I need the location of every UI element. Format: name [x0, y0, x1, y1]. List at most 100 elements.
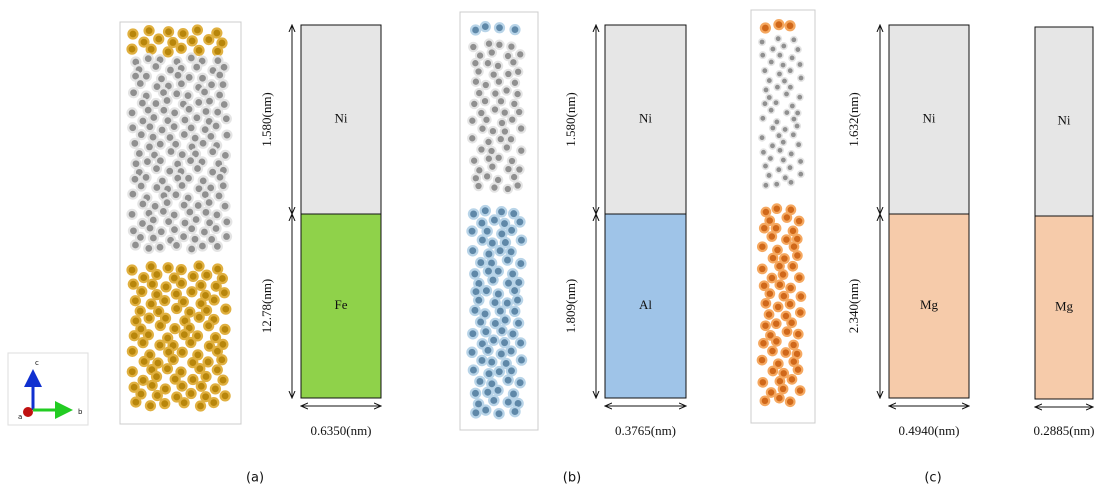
layer-label: Mg — [920, 297, 939, 312]
atom — [789, 341, 798, 350]
atom — [797, 292, 806, 301]
atom — [213, 108, 222, 117]
atom — [147, 45, 156, 54]
atom — [768, 347, 777, 356]
atom — [501, 108, 509, 116]
atom — [786, 21, 795, 30]
atom — [763, 182, 769, 188]
atom — [790, 132, 796, 138]
atom — [219, 376, 228, 385]
atom — [768, 107, 774, 113]
atom — [222, 114, 231, 123]
atom — [503, 143, 511, 151]
atom — [759, 134, 765, 140]
atom — [169, 355, 178, 364]
atom — [495, 77, 503, 85]
atom — [213, 242, 222, 251]
atom — [515, 217, 524, 226]
atom — [508, 269, 517, 278]
atom — [178, 382, 187, 391]
atom — [128, 367, 137, 376]
atom — [467, 227, 476, 236]
atom — [488, 48, 496, 56]
atom — [198, 242, 207, 251]
atom — [204, 321, 213, 330]
atom — [196, 281, 205, 290]
atom — [200, 227, 209, 236]
atom — [477, 356, 486, 365]
width-label: 0.6350(nm) — [310, 423, 371, 438]
atom — [467, 348, 476, 357]
height-label: 1.809(nm) — [563, 279, 578, 334]
atom — [202, 271, 211, 280]
atom — [145, 26, 154, 35]
atom — [496, 307, 505, 316]
atom — [770, 46, 776, 52]
atom — [137, 287, 146, 296]
atom — [772, 319, 781, 328]
atom — [766, 289, 775, 298]
atom — [768, 59, 774, 65]
atom — [163, 364, 172, 373]
atom — [128, 347, 137, 356]
atom — [776, 132, 782, 138]
atom — [497, 349, 506, 358]
atom — [477, 145, 485, 153]
atom — [185, 308, 194, 317]
atom — [221, 305, 230, 314]
atom — [151, 62, 160, 71]
atom — [513, 90, 521, 98]
atom — [210, 296, 219, 305]
atom — [221, 151, 230, 160]
atom — [504, 70, 512, 78]
atom — [170, 108, 179, 117]
atom — [495, 246, 504, 255]
atom — [474, 296, 483, 305]
atom — [779, 270, 788, 279]
atom — [215, 71, 224, 80]
atom — [758, 265, 767, 274]
atom — [143, 157, 152, 166]
atom — [787, 84, 793, 90]
atom — [164, 27, 173, 36]
layer-label: Al — [639, 297, 652, 312]
atom — [470, 269, 479, 278]
atom — [128, 45, 137, 54]
atom — [139, 38, 148, 47]
atom — [516, 259, 525, 268]
atom — [130, 139, 139, 148]
width-label: 0.4940(nm) — [898, 423, 959, 438]
atom — [131, 398, 140, 407]
atom — [760, 281, 769, 290]
atom — [478, 235, 487, 244]
atom — [768, 274, 777, 283]
height-label: 1.632(nm) — [846, 92, 861, 147]
atom — [781, 43, 787, 49]
atom — [180, 398, 189, 407]
atom — [783, 327, 792, 336]
atomic-structures — [120, 10, 815, 430]
atom — [488, 275, 497, 284]
atom — [760, 149, 766, 155]
atom — [136, 307, 145, 316]
atom — [759, 378, 768, 387]
atom — [783, 213, 792, 222]
atom — [177, 279, 186, 288]
atom — [166, 147, 175, 156]
atom — [160, 399, 169, 408]
atom — [484, 249, 493, 258]
atom — [168, 38, 177, 47]
atom — [769, 254, 778, 263]
atom — [470, 100, 478, 108]
atom — [160, 296, 169, 305]
atom — [758, 356, 767, 365]
atom — [219, 181, 228, 190]
atom — [763, 87, 769, 93]
atom — [516, 378, 525, 387]
atom — [510, 407, 519, 416]
atom — [780, 292, 789, 301]
atom — [147, 299, 156, 308]
atom — [475, 377, 484, 386]
atom — [470, 156, 478, 164]
atom — [471, 408, 480, 417]
